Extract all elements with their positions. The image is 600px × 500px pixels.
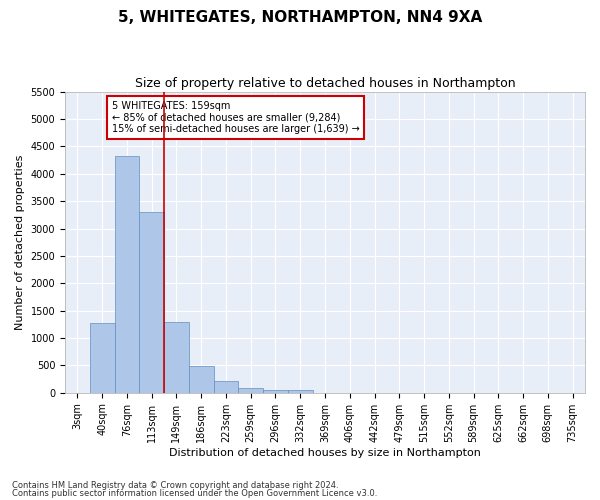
Bar <box>214 381 238 392</box>
Bar <box>263 390 288 392</box>
Bar <box>115 156 139 392</box>
Text: 5 WHITEGATES: 159sqm
← 85% of detached houses are smaller (9,284)
15% of semi-de: 5 WHITEGATES: 159sqm ← 85% of detached h… <box>112 100 359 134</box>
Bar <box>189 366 214 392</box>
Text: 5, WHITEGATES, NORTHAMPTON, NN4 9XA: 5, WHITEGATES, NORTHAMPTON, NN4 9XA <box>118 10 482 25</box>
Bar <box>164 322 189 392</box>
Bar <box>238 388 263 392</box>
Text: Contains public sector information licensed under the Open Government Licence v3: Contains public sector information licen… <box>12 489 377 498</box>
Title: Size of property relative to detached houses in Northampton: Size of property relative to detached ho… <box>135 78 515 90</box>
X-axis label: Distribution of detached houses by size in Northampton: Distribution of detached houses by size … <box>169 448 481 458</box>
Bar <box>288 390 313 392</box>
Text: Contains HM Land Registry data © Crown copyright and database right 2024.: Contains HM Land Registry data © Crown c… <box>12 480 338 490</box>
Bar <box>90 323 115 392</box>
Bar <box>139 212 164 392</box>
Y-axis label: Number of detached properties: Number of detached properties <box>15 154 25 330</box>
